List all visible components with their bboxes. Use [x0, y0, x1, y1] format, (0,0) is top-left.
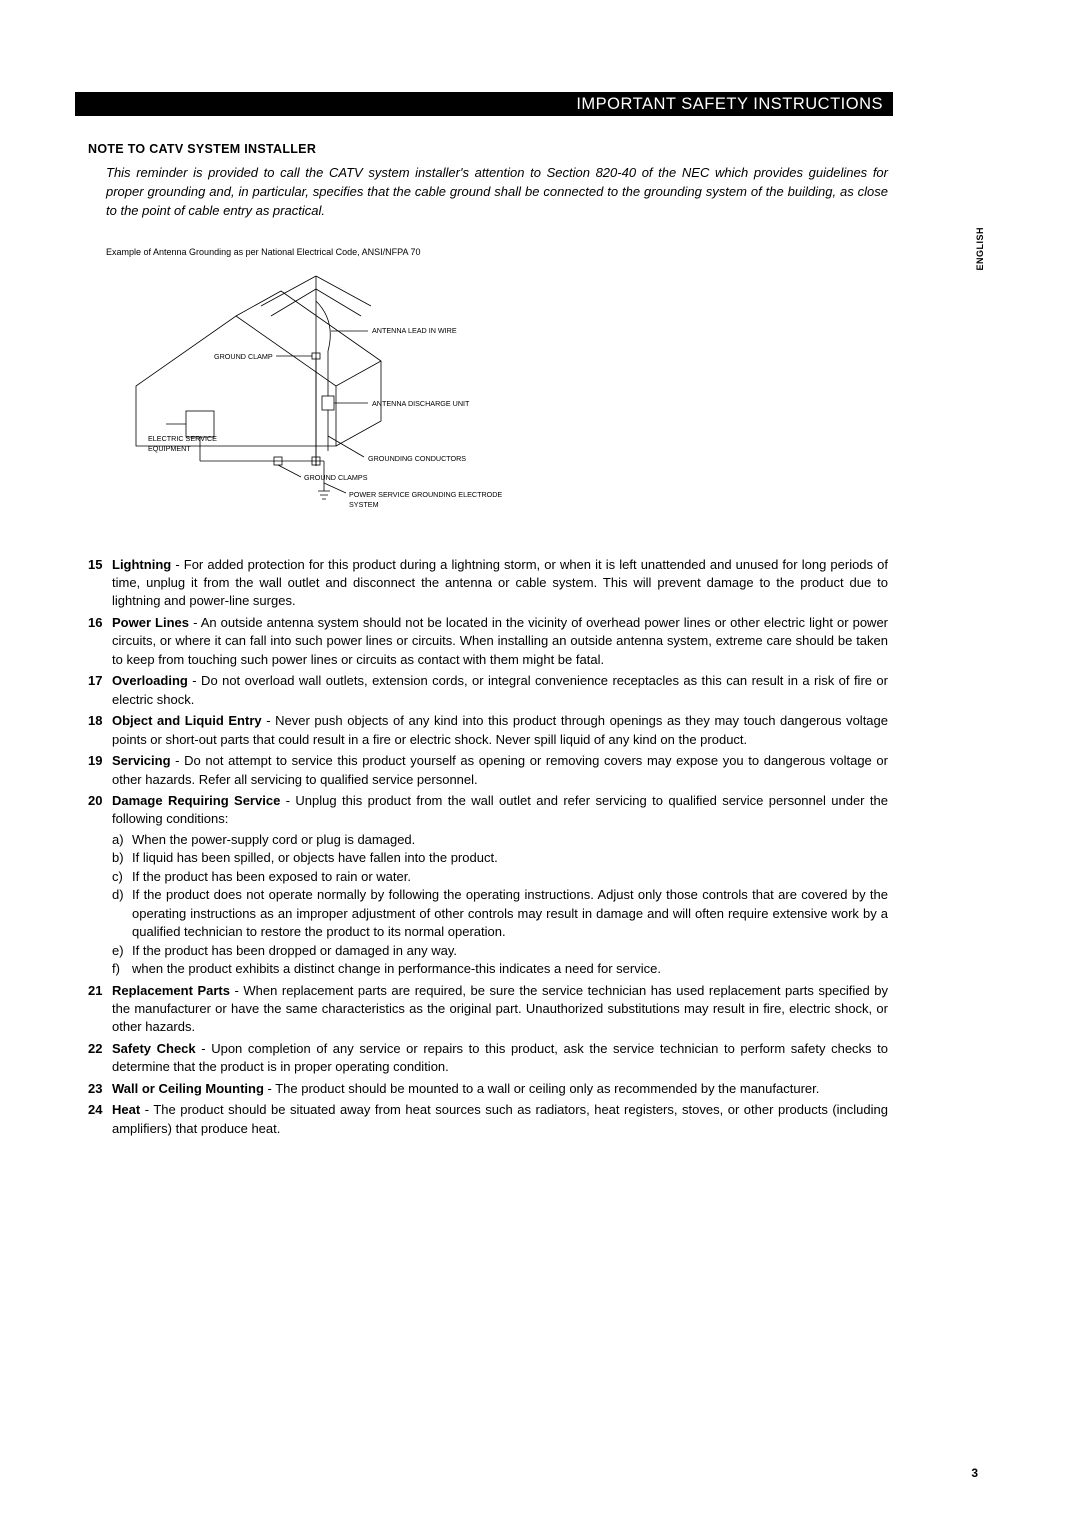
safety-item: Object and Liquid Entry - Never push obj…	[88, 712, 888, 749]
label-antenna-discharge: ANTENNA DISCHARGE UNIT	[372, 399, 470, 408]
label-antenna-lead: ANTENNA LEAD IN WIRE	[372, 326, 457, 335]
safety-item-title: Overloading	[112, 673, 188, 688]
grounding-diagram: ANTENNA LEAD IN WIRE GROUND CLAMP ANTENN…	[106, 261, 888, 534]
diagram-caption: Example of Antenna Grounding as per Nati…	[106, 247, 888, 257]
safety-item-title: Servicing	[112, 753, 171, 768]
safety-item: Replacement Parts - When replacement par…	[88, 982, 888, 1037]
safety-item: Heat - The product should be situated aw…	[88, 1101, 888, 1138]
subitem-text: If the product does not operate normally…	[132, 887, 888, 939]
safety-item-text: - Upon completion of any service or repa…	[112, 1041, 888, 1074]
safety-subitem: c) If the product has been exposed to rai…	[112, 868, 888, 886]
label-ground-clamps: GROUND CLAMPS	[304, 473, 368, 482]
subitem-text: when the product exhibits a distinct cha…	[132, 961, 661, 976]
label-grounding-conductors: GROUNDING CONDUCTORS	[368, 454, 466, 463]
subitem-text: If the product has been dropped or damag…	[132, 943, 457, 958]
safety-item-text: - An outside antenna system should not b…	[112, 615, 888, 667]
header-bar: IMPORTANT SAFETY INSTRUCTIONS	[75, 92, 893, 116]
subitem-text: When the power-supply cord or plug is da…	[132, 832, 415, 847]
label-equipment: EQUIPMENT	[148, 444, 191, 453]
safety-item-text: - Do not attempt to service this product…	[112, 753, 888, 786]
safety-item-text: - Do not overload wall outlets, extensio…	[112, 673, 888, 706]
subitem-letter: e)	[112, 942, 124, 960]
safety-item-title: Damage Requiring Service	[112, 793, 280, 808]
safety-subitem: d) If the product does not operate normal…	[112, 886, 888, 941]
subitem-letter: c)	[112, 868, 123, 886]
safety-instructions-list: Lightning - For added protection for thi…	[88, 556, 888, 1139]
safety-item: Power Lines - An outside antenna system …	[88, 614, 888, 669]
safety-item-title: Power Lines	[112, 615, 189, 630]
safety-item: Overloading - Do not overload wall outle…	[88, 672, 888, 709]
subitem-letter: b)	[112, 849, 124, 867]
safety-item-title: Heat	[112, 1102, 140, 1117]
main-content: NOTE TO CATV SYSTEM INSTALLER This remin…	[88, 142, 888, 1141]
safety-item-title: Replacement Parts	[112, 983, 230, 998]
page-header-title: IMPORTANT SAFETY INSTRUCTIONS	[576, 95, 893, 114]
subitem-letter: a)	[112, 831, 124, 849]
safety-item-text: - The product should be mounted to a wal…	[264, 1081, 819, 1096]
subitem-text: If the product has been exposed to rain …	[132, 869, 411, 884]
safety-item: Servicing - Do not attempt to service th…	[88, 752, 888, 789]
safety-item-title: Object and Liquid Entry	[112, 713, 262, 728]
safety-subitem: b) If liquid has been spilled, or objects…	[112, 849, 888, 867]
safety-item: Lightning - For added protection for thi…	[88, 556, 888, 611]
safety-subitem: a) When the power-supply cord or plug is …	[112, 831, 888, 849]
safety-item-text: - The product should be situated away fr…	[112, 1102, 888, 1135]
safety-item: Safety Check - Upon completion of any se…	[88, 1040, 888, 1077]
subitem-letter: f)	[112, 960, 120, 978]
safety-item-title: Wall or Ceiling Mounting	[112, 1081, 264, 1096]
label-ground-clamp-top: GROUND CLAMP	[214, 352, 273, 361]
page-number: 3	[971, 1466, 978, 1480]
language-tab: ENGLISH	[975, 227, 985, 271]
safety-item-title: Safety Check	[112, 1041, 196, 1056]
label-power-service-1: POWER SERVICE GROUNDING ELECTRODE	[349, 490, 502, 499]
safety-item: Wall or Ceiling Mounting - The product s…	[88, 1080, 888, 1098]
note-body: This reminder is provided to call the CA…	[106, 164, 888, 221]
safety-sublist: a) When the power-supply cord or plug is …	[112, 831, 888, 979]
label-electric-service: ELECTRIC SERVICE	[148, 434, 217, 443]
safety-subitem: f) when the product exhibits a distinct c…	[112, 960, 888, 978]
subitem-text: If liquid has been spilled, or objects h…	[132, 850, 498, 865]
safety-item-title: Lightning	[112, 557, 171, 572]
subitem-letter: d)	[112, 886, 124, 904]
safety-item: Damage Requiring Service - Unplug this p…	[88, 792, 888, 979]
safety-item-text: - For added protection for this product …	[112, 557, 888, 609]
note-heading: NOTE TO CATV SYSTEM INSTALLER	[88, 142, 888, 156]
safety-subitem: e) If the product has been dropped or dam…	[112, 942, 888, 960]
label-power-service-2: SYSTEM	[349, 500, 379, 509]
